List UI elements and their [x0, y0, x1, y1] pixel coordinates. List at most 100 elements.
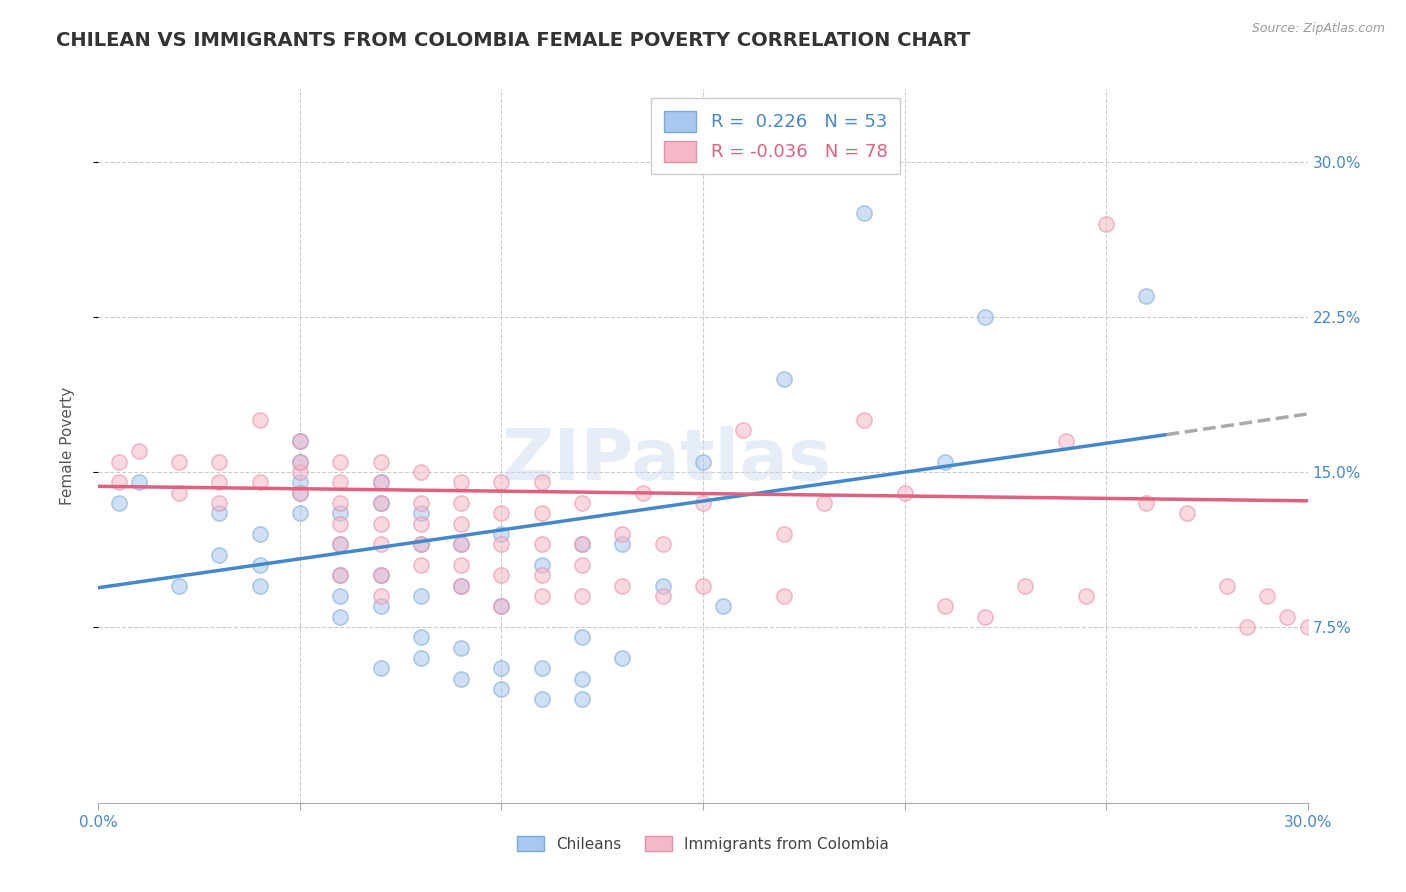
Point [450, 496, 472, 510]
Point [651, 537, 673, 551]
Point [450, 516, 472, 531]
Point [249, 527, 271, 541]
Point [370, 537, 392, 551]
Text: CHILEAN VS IMMIGRANTS FROM COLOMBIA FEMALE POVERTY CORRELATION CHART: CHILEAN VS IMMIGRANTS FROM COLOMBIA FEMA… [56, 31, 970, 50]
Point [288, 454, 311, 468]
Point [651, 579, 673, 593]
Point [450, 672, 472, 686]
Point [571, 537, 593, 551]
Point [450, 579, 472, 593]
Point [370, 599, 392, 614]
Y-axis label: Female Poverty: Female Poverty [60, 387, 75, 505]
Point [491, 681, 513, 696]
Point [208, 548, 231, 562]
Point [571, 630, 593, 644]
Point [772, 527, 794, 541]
Point [571, 537, 593, 551]
Point [612, 537, 634, 551]
Point [370, 589, 392, 603]
Point [288, 475, 311, 490]
Point [711, 599, 734, 614]
Text: ZIPatlas: ZIPatlas [502, 425, 832, 495]
Point [1277, 609, 1299, 624]
Point [1256, 589, 1278, 603]
Point [249, 475, 271, 490]
Point [288, 485, 311, 500]
Point [409, 537, 432, 551]
Point [530, 568, 553, 582]
Point [1216, 579, 1239, 593]
Point [530, 475, 553, 490]
Point [934, 454, 956, 468]
Point [974, 609, 997, 624]
Point [1236, 620, 1258, 634]
Point [409, 506, 432, 520]
Point [491, 475, 513, 490]
Point [370, 475, 392, 490]
Point [571, 672, 593, 686]
Point [450, 537, 472, 551]
Point [208, 506, 231, 520]
Point [733, 424, 755, 438]
Point [370, 568, 392, 582]
Point [208, 454, 231, 468]
Point [450, 558, 472, 572]
Point [491, 599, 513, 614]
Point [1296, 620, 1319, 634]
Point [288, 434, 311, 448]
Point [167, 579, 190, 593]
Point [974, 310, 997, 324]
Point [329, 506, 352, 520]
Point [288, 454, 311, 468]
Point [370, 454, 392, 468]
Point [571, 692, 593, 706]
Point [370, 496, 392, 510]
Point [1175, 506, 1198, 520]
Point [128, 475, 150, 490]
Point [813, 496, 835, 510]
Point [1074, 589, 1097, 603]
Point [107, 496, 129, 510]
Point [288, 465, 311, 479]
Point [208, 475, 231, 490]
Point [450, 475, 472, 490]
Point [329, 537, 352, 551]
Point [167, 485, 190, 500]
Point [491, 537, 513, 551]
Point [409, 630, 432, 644]
Legend: Chileans, Immigrants from Colombia: Chileans, Immigrants from Colombia [509, 828, 897, 859]
Point [692, 454, 714, 468]
Point [1095, 217, 1118, 231]
Point [1135, 496, 1157, 510]
Point [450, 640, 472, 655]
Point [612, 579, 634, 593]
Point [107, 475, 129, 490]
Point [329, 454, 352, 468]
Point [571, 589, 593, 603]
Point [450, 579, 472, 593]
Point [491, 599, 513, 614]
Point [409, 516, 432, 531]
Point [288, 506, 311, 520]
Point [409, 651, 432, 665]
Point [692, 496, 714, 510]
Point [571, 496, 593, 510]
Point [450, 537, 472, 551]
Point [1054, 434, 1077, 448]
Point [370, 568, 392, 582]
Point [530, 506, 553, 520]
Point [934, 599, 956, 614]
Point [491, 661, 513, 675]
Point [107, 454, 129, 468]
Point [329, 475, 352, 490]
Point [612, 527, 634, 541]
Point [1135, 289, 1157, 303]
Point [409, 558, 432, 572]
Point [370, 516, 392, 531]
Point [370, 496, 392, 510]
Point [491, 506, 513, 520]
Point [530, 589, 553, 603]
Point [370, 475, 392, 490]
Point [288, 485, 311, 500]
Point [409, 537, 432, 551]
